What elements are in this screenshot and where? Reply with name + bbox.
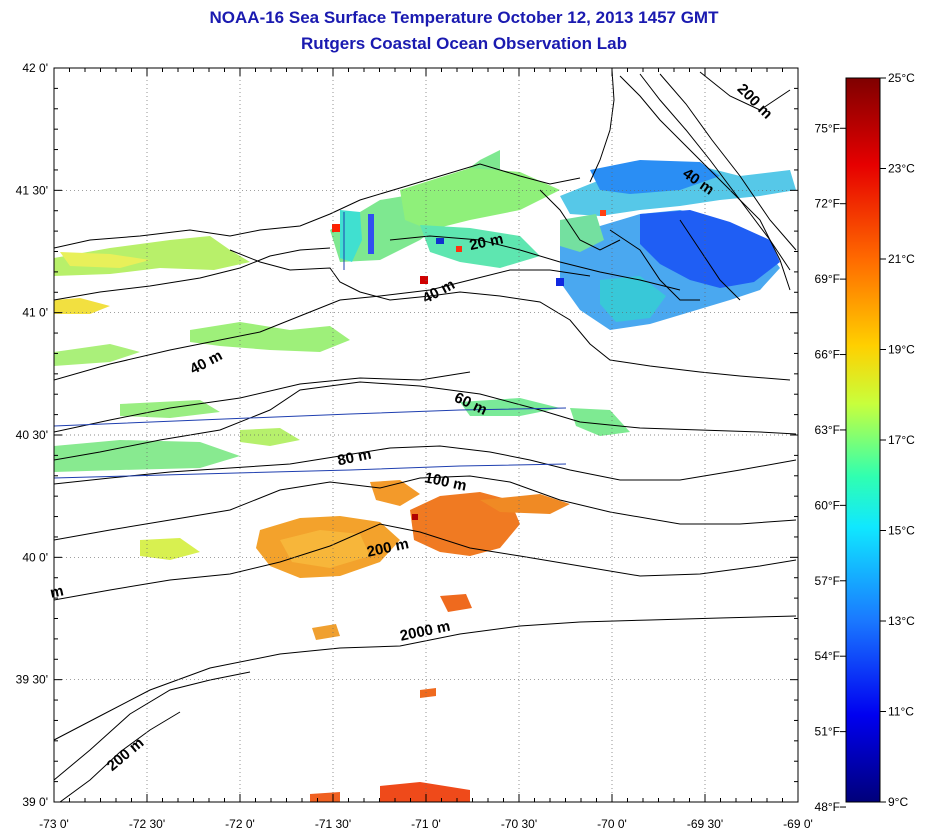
depth-label: 40 m xyxy=(187,347,225,378)
colorbar-fahrenheit-label: 66°F xyxy=(815,348,840,362)
colorbar-celsius-label: 21°C xyxy=(888,252,915,266)
colorbar-fahrenheit-label: 57°F xyxy=(815,574,840,588)
colorbar-celsius-label: 23°C xyxy=(888,162,915,176)
colorbar-celsius-label: 17°C xyxy=(888,433,915,447)
lon-tick-label: -69 30' xyxy=(687,817,723,831)
colorbar-celsius-label: 13°C xyxy=(888,614,915,628)
colorbar-fahrenheit-label: 75°F xyxy=(815,121,840,135)
colorbar-celsius-label: 11°C xyxy=(888,705,914,719)
colorbar-celsius-label: 25°C xyxy=(888,71,915,85)
lon-tick-label: -73 0' xyxy=(39,817,69,831)
colorbar xyxy=(845,77,881,803)
depth-label: 20 m xyxy=(468,230,505,254)
lon-tick-label: -69 0' xyxy=(783,817,813,831)
colorbar-fahrenheit-label: 48°F xyxy=(815,800,840,814)
colorbar-fahrenheit-label: 51°F xyxy=(815,725,840,739)
depth-label: 80 m xyxy=(336,446,373,470)
sst-patches xyxy=(54,150,796,802)
colorbar-fahrenheit-label: 72°F xyxy=(815,197,840,211)
lon-tick-label: -72 0' xyxy=(225,817,255,831)
lat-tick-label: 40 0' xyxy=(22,550,48,564)
colorbar-celsius-label: 15°C xyxy=(888,524,915,538)
colorbar-celsius-label: 9°C xyxy=(888,795,908,809)
lon-tick-label: -72 30' xyxy=(129,817,165,831)
colorbar-fahrenheit-label: 63°F xyxy=(815,423,840,437)
longitude-labels: -73 0' -72 30' -72 0' -71 30' -71 0' -70 30' -… xyxy=(39,817,813,831)
depth-label: 200 m xyxy=(104,734,148,774)
colorbar-celsius-label: 19°C xyxy=(888,343,915,357)
map-subtitle: Rutgers Coastal Ocean Observation Lab xyxy=(301,34,627,53)
colorbar-fahrenheit-label: 69°F xyxy=(815,272,840,286)
colorbar-fahrenheit-label: 54°F xyxy=(815,649,840,663)
latitude-labels: 42 0' 41 30' 41 0' 40 30' 40 0' 39 30' 39 0' xyxy=(16,61,48,809)
lat-tick-label: 39 0' xyxy=(22,795,48,809)
lat-tick-label: 41 30' xyxy=(16,183,48,197)
lon-tick-label: -71 0' xyxy=(411,817,441,831)
lon-tick-label: -70 30' xyxy=(501,817,537,831)
colorbar-fahrenheit-label: 60°F xyxy=(815,498,840,512)
colorbar-celsius-labels: 25°C 23°C 21°C 19°C 17°C 15°C 13°C 11°C 9°C xyxy=(880,71,915,809)
depth-label: 200 m xyxy=(734,80,776,122)
lon-tick-label: -70 0' xyxy=(597,817,627,831)
lat-tick-label: 40 30' xyxy=(16,428,48,442)
depth-label: m xyxy=(48,582,65,601)
lat-tick-label: 42 0' xyxy=(22,61,48,75)
tick-marks xyxy=(53,67,799,803)
lat-tick-label: 41 0' xyxy=(22,306,48,320)
lat-tick-label: 39 30' xyxy=(16,673,48,687)
map-title: NOAA-16 Sea Surface Temperature October … xyxy=(209,8,719,27)
depth-label: 100 m xyxy=(423,469,468,494)
lon-tick-label: -71 30' xyxy=(315,817,351,831)
colorbar-fahrenheit-labels: 75°F 72°F 69°F 66°F 63°F 60°F 57°F 54°F 51°F 48°F xyxy=(815,121,846,814)
graticule xyxy=(54,68,798,802)
bathymetry-contours xyxy=(54,69,797,802)
